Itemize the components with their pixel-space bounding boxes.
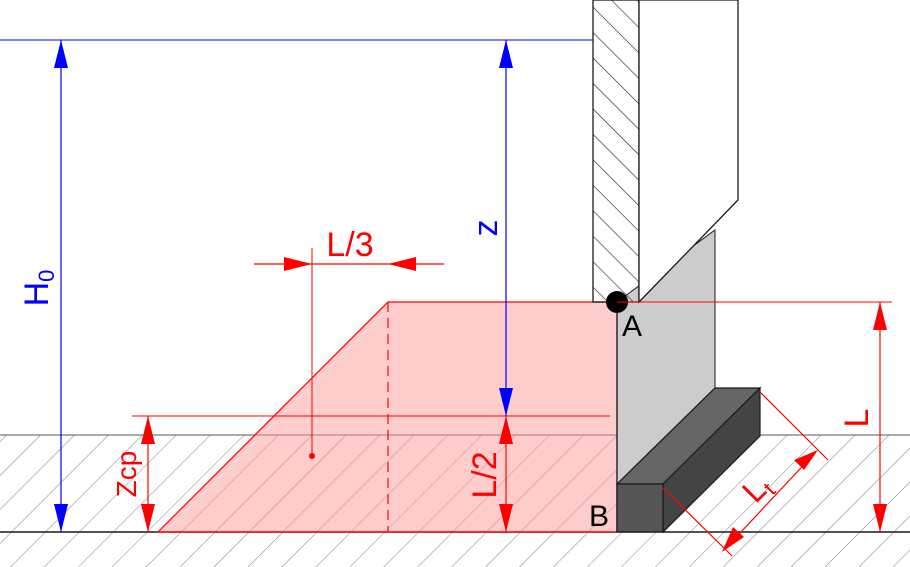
l-dimension: L <box>838 302 887 532</box>
toe-front-face <box>616 483 664 533</box>
l-label: L <box>838 409 876 428</box>
z-label: z <box>467 220 505 237</box>
l-third-dimension: L/3 <box>254 226 444 271</box>
zcp-label: Zcp <box>111 451 142 498</box>
zcp-dimension: Zcp <box>111 416 155 532</box>
l-half-dimension: L/2 <box>466 416 513 532</box>
h0-label: H0 <box>18 270 59 307</box>
wall-panel <box>638 0 739 304</box>
wall-hatched-body <box>592 0 640 303</box>
centroid-point <box>309 453 315 459</box>
l-half-label: L/2 <box>466 451 504 498</box>
h0-dimension: H0 <box>18 40 68 532</box>
point-a-label: A <box>622 310 642 343</box>
point-b-label: B <box>589 500 609 533</box>
toe-block <box>615 386 762 534</box>
pressure-region <box>132 248 618 533</box>
z-dimension: z <box>467 40 513 416</box>
wall <box>0 0 739 532</box>
l-third-label: L/3 <box>326 226 373 264</box>
ground-below-base <box>0 532 910 567</box>
